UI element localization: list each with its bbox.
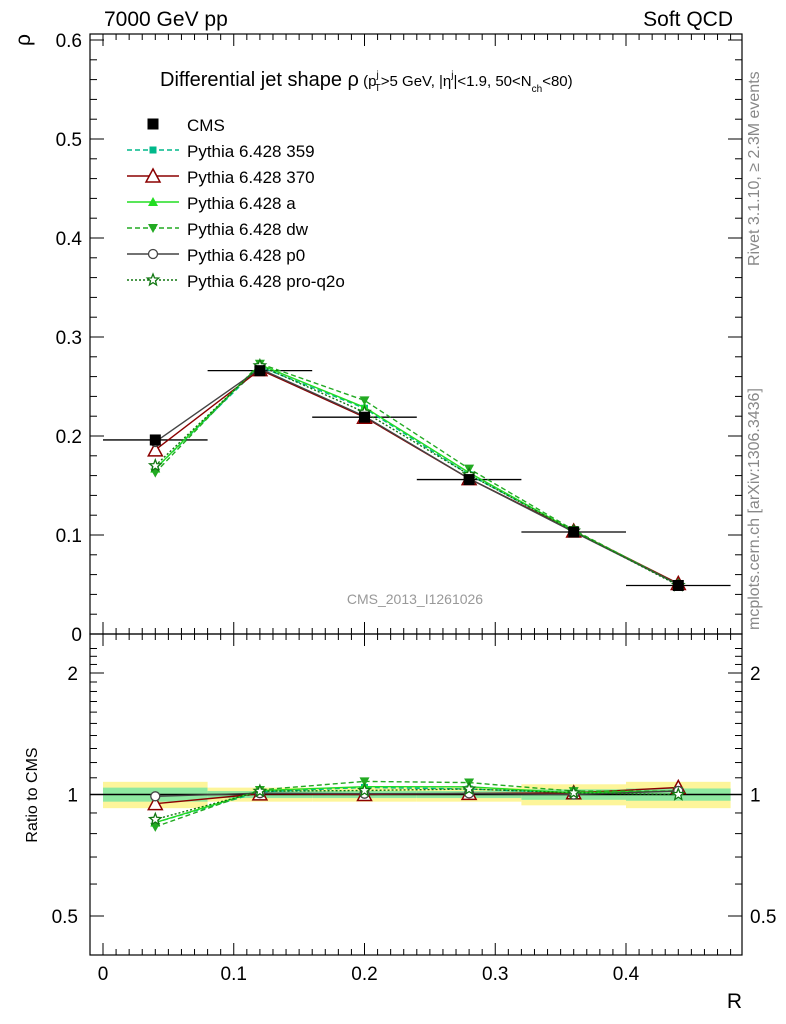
legend-label: Pythia 6.428 p0 — [187, 246, 305, 265]
marker-square-data — [463, 474, 475, 486]
ratio-tick-label-right: 1 — [750, 786, 761, 807]
x-axis-label: R — [727, 990, 742, 1013]
header-right-title: Soft QCD — [643, 8, 733, 31]
ratio-tick-label-right: 2 — [750, 664, 761, 685]
legend-label: Pythia 6.428 dw — [187, 220, 309, 239]
ratio-tick-label-right: 0.5 — [750, 907, 776, 928]
marker-star — [357, 782, 372, 797]
series-3 — [150, 359, 684, 590]
legend-label: Pythia 6.428 370 — [187, 168, 315, 187]
series-line — [154, 364, 679, 587]
series-line — [154, 365, 679, 586]
marker-square — [149, 146, 157, 154]
y-tick-label: 0.2 — [56, 427, 82, 448]
x-tick-label: 0.4 — [613, 964, 640, 985]
marker-triangle — [148, 197, 158, 206]
marker-square-data — [568, 526, 580, 538]
marker-circle-open — [147, 248, 159, 260]
marker-triangle-down — [150, 468, 161, 478]
marker-square-data — [359, 411, 370, 423]
legend-label: Pythia 6.428 359 — [187, 142, 315, 161]
marker-square-data — [147, 118, 159, 130]
marker-triangle-down — [359, 777, 370, 787]
marker-star — [252, 783, 268, 798]
ratio-tick-label-left: 2 — [67, 664, 78, 685]
x-tick-label: 0.3 — [482, 964, 508, 985]
y-tick-label: 0.5 — [56, 130, 82, 151]
marker-star — [147, 457, 163, 473]
marker-triangle-open — [144, 167, 162, 183]
y-tick-label: 0.3 — [56, 328, 82, 349]
marker-triangle-open — [147, 441, 164, 457]
series-0 — [151, 363, 682, 588]
series-line — [154, 367, 679, 586]
series-line — [154, 368, 679, 585]
ratio-tick-label-left: 1 — [67, 786, 78, 807]
ratio-tick-label-left: 0.5 — [52, 907, 78, 928]
series-line — [154, 362, 679, 586]
marker-star — [670, 786, 686, 801]
ratio-series-5 — [147, 781, 686, 826]
marker-triangle-down — [150, 822, 161, 832]
marker-square-data — [672, 579, 684, 591]
legend-label: Pythia 6.428 a — [187, 194, 296, 213]
x-tick-label: 0.1 — [221, 964, 247, 985]
marker-square-data — [254, 365, 266, 377]
series-4 — [150, 363, 684, 590]
marker-star — [145, 272, 161, 287]
ratio-axis-label: Ratio to CMS — [24, 747, 41, 842]
ratio-series-line — [155, 788, 679, 821]
y-tick-label: 0.6 — [56, 31, 82, 52]
series-line — [154, 363, 679, 586]
marker-circle-open — [150, 791, 161, 802]
ratio-series-line — [155, 780, 679, 828]
legend-label: Pythia 6.428 pro-q2o — [187, 272, 345, 291]
marker-star — [461, 781, 477, 796]
legend-label-data: CMS — [187, 116, 225, 135]
marker-triangle-down — [148, 224, 158, 233]
y-tick-label: 0.1 — [56, 526, 82, 547]
header-left-title: 7000 GeV pp — [104, 8, 228, 31]
marker-star — [147, 811, 163, 826]
marker-triangle-down — [359, 396, 370, 406]
y-tick-label: 0.4 — [56, 229, 83, 250]
marker-square-data — [149, 434, 161, 446]
x-tick-label: 0.2 — [351, 964, 377, 985]
x-tick-label: 0 — [98, 964, 109, 985]
marker-triangle-open — [147, 795, 164, 811]
marker-star — [566, 784, 582, 800]
y-axis-label: ρ — [12, 34, 35, 46]
chart-title: Differential jet shape ρ (pj T>5 GeV, |ηj… — [160, 69, 573, 95]
analysis-watermark: CMS_2013_I1261026 — [347, 591, 483, 607]
ratio-series-line — [155, 790, 679, 797]
y-tick-label-zero: 0 — [71, 625, 82, 646]
